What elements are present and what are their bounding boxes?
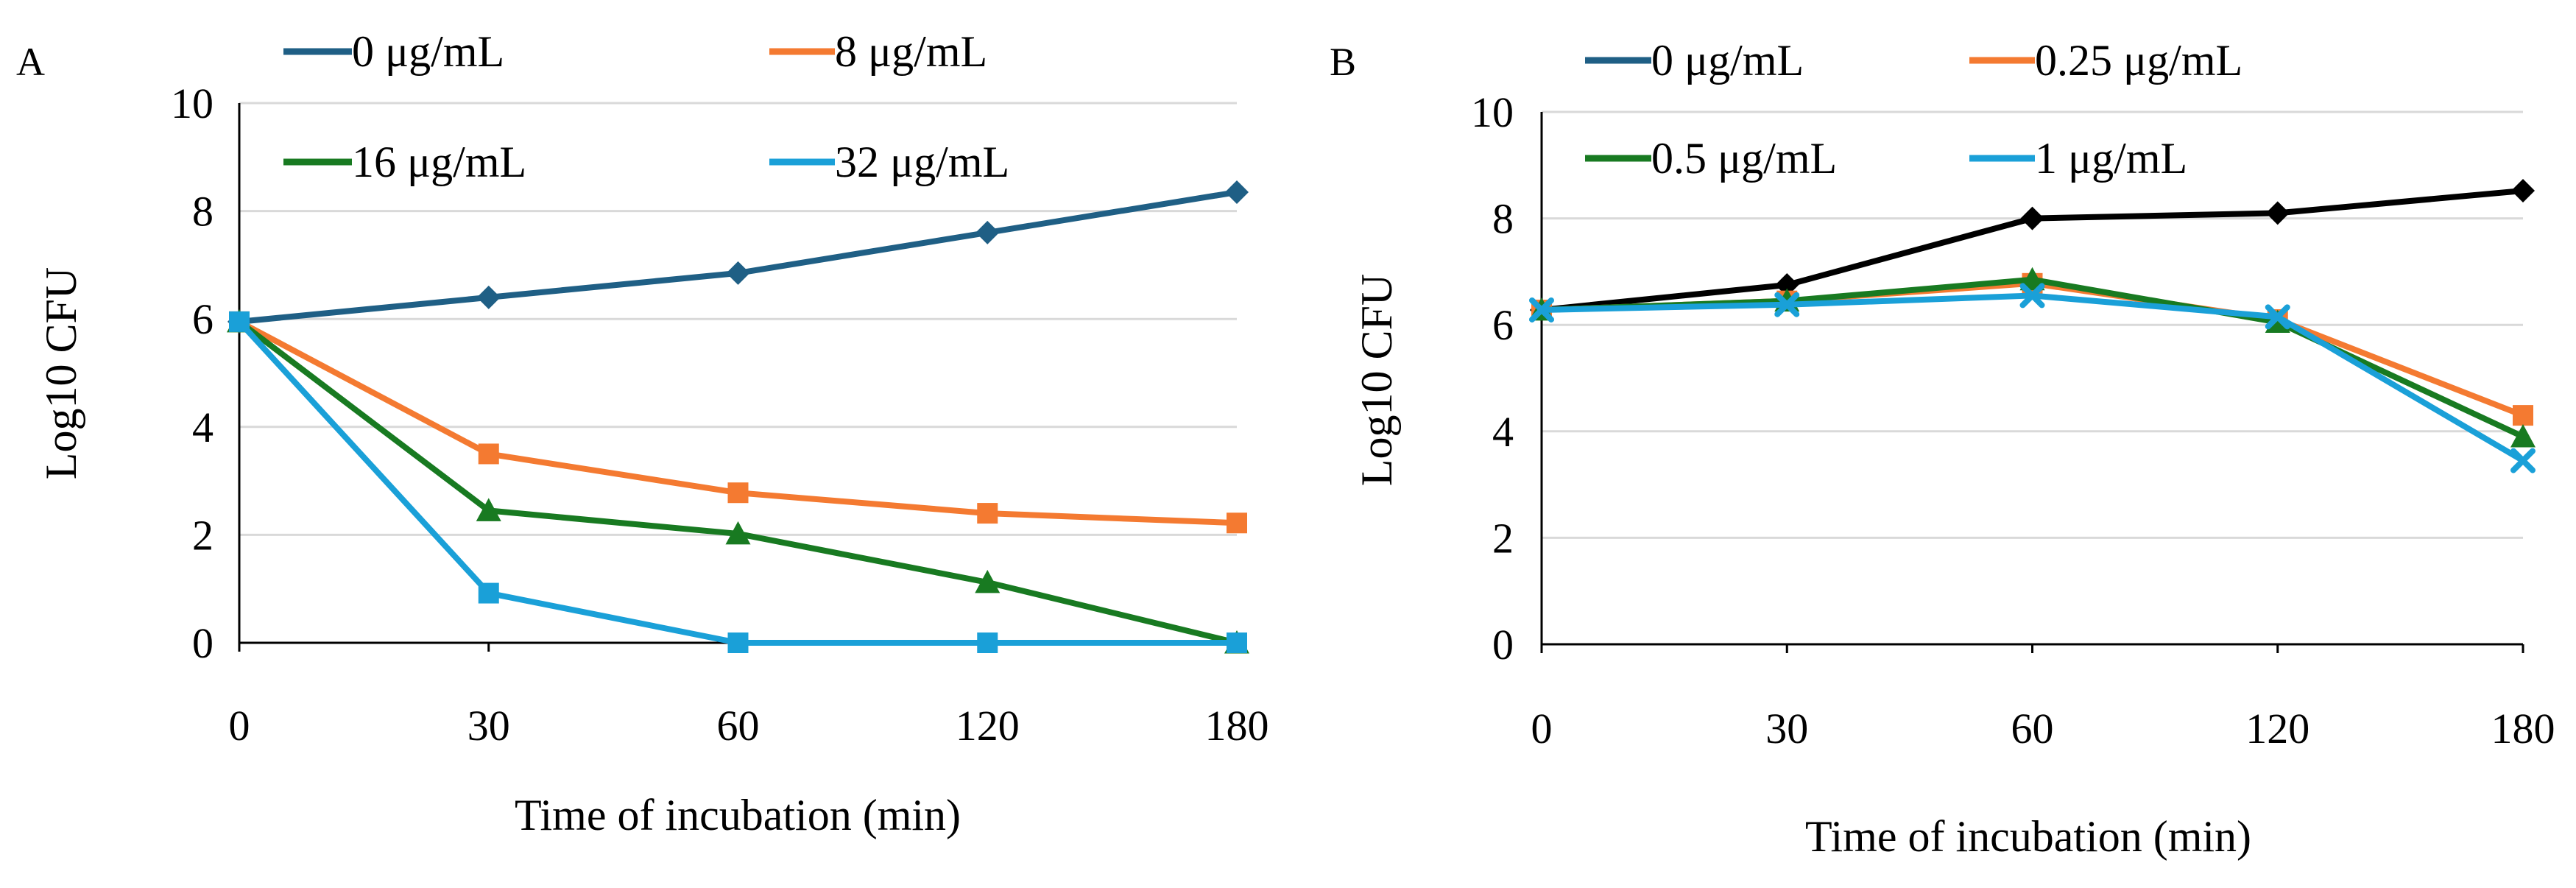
panel-a-legend-label-2: 8 μg/mL [835,27,987,76]
panel-b-x-tick-label: 30 [1765,705,1808,753]
panel-a-series-2-point [1227,512,1247,534]
panel-b-legend-label-4: 1 μg/mL [2035,134,2187,183]
panel-a-y-tick-label: 0 [192,619,214,667]
panel-a-y-tick-label: 8 [192,188,214,236]
panel-a-series-4-point [977,632,998,653]
panel-a-y-tick-label: 2 [192,511,214,559]
panel-a-x-axis-title: Time of incubation (min) [515,791,961,839]
panel-b-series-1-point [2020,206,2044,230]
panel-a-x-tick-label: 0 [229,702,250,750]
panel-b-legend-label-2: 0.25 μg/mL [2035,36,2242,85]
panel-a-series-1-point [726,261,750,285]
panel-a-label: A [16,40,45,84]
panel-a-x-tick-label: 30 [467,702,510,750]
panel-a-series-1-point [1225,180,1249,204]
panel-a-series-2-point [727,482,749,504]
panel-b-series-4-point [2265,304,2290,330]
panel-b-legend-label-1: 0 μg/mL [1651,36,1804,85]
panel-b-x-tick-label: 120 [2245,705,2309,753]
panel-b-series-3-point [2510,424,2536,448]
panel-a-legend-label-1: 0 μg/mL [352,27,504,76]
panel-b-x-tick-label: 0 [1531,705,1553,753]
panel-a-series-1-point [476,285,501,309]
panel-a-series-3-point [725,521,751,545]
panel-a-legend-label-3: 16 μg/mL [352,138,526,186]
panel-a-series-1-point [975,220,1000,244]
panel-a-y-axis-title: Log10 CFU [37,267,85,479]
panel-b-series-4-point [1529,297,1554,323]
panel-a-series-3-point [476,498,501,521]
panel-a-series-line-4 [236,318,1240,646]
panel-b-y-axis-title: Log10 CFU [1352,274,1401,486]
panel-b-x-axis-title: Time of incubation (min) [1805,812,2251,861]
panel-b-y-tick-label: 2 [1492,514,1514,562]
panel-a-series-4-point [1227,632,1247,653]
panel-a-x-tick-label: 60 [717,702,760,750]
panel-b-series-3-point [2019,267,2045,291]
panel-b-y-tick-label: 6 [1492,301,1514,349]
panel-b-series-2-point [2513,405,2533,426]
panel-a-y-tick-label: 6 [192,295,214,343]
panel-a-series-2-point [478,443,499,465]
panel-b-legend-label-3: 0.5 μg/mL [1651,134,1837,183]
panel-b-series-1-point [2511,179,2535,203]
panel-b-y-tick-label: 8 [1492,195,1514,243]
panel-a-x-tick-label: 180 [1205,702,1269,750]
panel-b-series-4-point [2510,448,2536,473]
panel-b-x-tick-label: 180 [2491,705,2555,753]
panel-b-series-4-point [2019,283,2045,309]
panel-b-label: B [1330,40,1356,84]
panel-a-series-4-point [229,311,250,332]
panel-b-y-tick-label: 4 [1492,408,1514,456]
panel-a-series-3-point [975,569,1001,593]
panel-a-x-tick-label: 120 [956,702,1020,750]
panel-a-series-4-point [727,632,749,653]
panel-b-y-tick-label: 0 [1492,621,1514,669]
panel-b-series-line-4 [1539,292,2526,464]
panel-b-series-4-point [1774,292,1800,317]
panel-b-y-tick-label: 10 [1471,88,1514,136]
panel-a-series-4-point [478,582,499,604]
panel-a-legend-label-4: 32 μg/mL [835,138,1009,186]
panel-b-x-tick-label: 60 [2011,705,2054,753]
panel-b-series-1-point [2265,201,2290,225]
panel-a-y-tick-label: 10 [171,80,214,127]
panel-a-y-tick-label: 4 [192,404,214,451]
panel-a-series-2-point [977,503,998,524]
